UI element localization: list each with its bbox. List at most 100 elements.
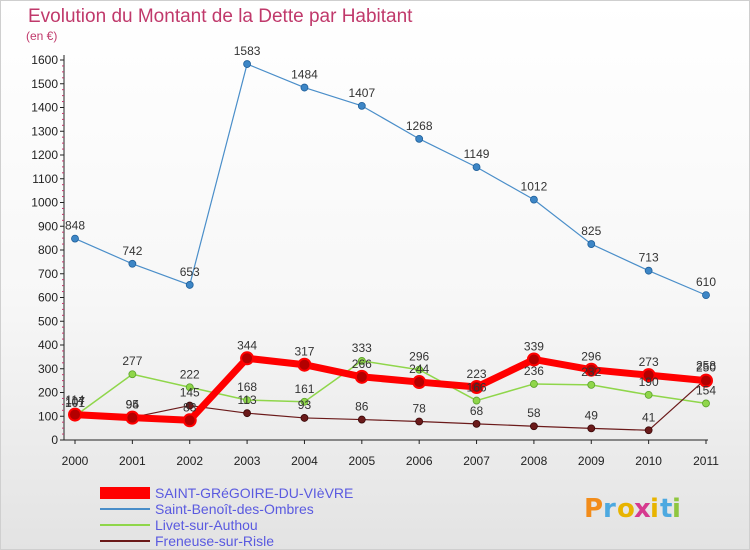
data-label: 41: [642, 410, 656, 424]
data-label: 95: [126, 397, 140, 411]
series-1-point: [300, 83, 309, 92]
series-3-point: [357, 415, 366, 424]
data-label: 296: [581, 350, 601, 364]
data-label: 258: [696, 359, 716, 373]
data-label: 1149: [464, 147, 490, 161]
data-label: 1583: [234, 44, 261, 58]
logo-letter: t: [660, 494, 672, 524]
data-label: 610: [696, 275, 716, 289]
data-label: 68: [470, 404, 484, 418]
x-tick-label: 2006: [406, 454, 433, 468]
unit-label: (en €): [26, 29, 57, 43]
legend-label: Saint-Benoît-des-Ombres: [155, 501, 314, 517]
axes: 0 100 200 300 400 500 600 700 800 900 1000 1100 1200…: [31, 53, 719, 468]
series-line-3: [74, 378, 707, 431]
data-label: 114: [65, 393, 84, 407]
series-3-point: [587, 424, 596, 433]
data-label: 145: [180, 386, 200, 400]
data-label: 1407: [348, 86, 375, 100]
series-1-point: [415, 134, 424, 143]
series-0-point: [182, 413, 197, 428]
data-label: 236: [524, 364, 544, 378]
series-2-point: [587, 380, 596, 389]
series-3-point: [644, 426, 653, 435]
series-2-point: [300, 397, 309, 406]
y-tick-label: 1400: [31, 101, 58, 115]
series-3-point: [185, 401, 194, 410]
series-2-point: [702, 399, 710, 408]
series-2-point: [128, 370, 137, 379]
series-3-point: [243, 409, 251, 418]
data-label: 83: [183, 400, 197, 414]
series-1-point: [71, 234, 79, 243]
data-label: 222: [180, 367, 200, 381]
data-label: 94: [126, 398, 140, 412]
y-tick-label: 0: [51, 433, 58, 447]
data-label: 266: [352, 357, 372, 371]
data-label: 825: [581, 224, 601, 238]
data-label: 166: [467, 381, 487, 395]
y-tick-label: 600: [38, 291, 58, 305]
x-tick-label: 2004: [291, 454, 318, 468]
series-line-2: [74, 360, 707, 417]
data-label: 49: [585, 408, 599, 422]
data-label: 1268: [406, 119, 433, 133]
series-0-point: [68, 407, 82, 422]
logo-letter: P: [584, 494, 603, 524]
data-label: 344: [237, 338, 257, 352]
series-1-point: [530, 195, 538, 204]
series-1-point: [185, 281, 194, 289]
y-tick-label: 200: [38, 386, 58, 400]
data-label: 273: [639, 355, 659, 369]
data-label: 93: [298, 398, 312, 412]
series-2-point: [472, 396, 481, 405]
data-label: 101: [65, 396, 85, 410]
data-label: 277: [122, 354, 142, 368]
y-tick-label: 800: [38, 243, 58, 257]
series-1-point: [357, 101, 366, 110]
series-0-point: [526, 352, 541, 367]
data-label: 168: [237, 380, 257, 394]
y-tick-label: 1200: [31, 148, 58, 162]
legend-label: Freneuse-sur-Risle: [155, 533, 274, 549]
series-0-point: [125, 410, 140, 425]
data-label: 223: [467, 367, 487, 381]
y-tick-label: 500: [38, 314, 58, 328]
data-label: 339: [524, 339, 544, 353]
series-line-1: [74, 63, 707, 296]
data-label: 250: [696, 361, 716, 375]
series-2-point: [243, 396, 251, 405]
y-tick-label: 300: [38, 362, 58, 376]
series-3-point: [415, 417, 424, 426]
series-1-point: [644, 266, 653, 275]
x-tick-label: 2007: [463, 454, 490, 468]
data-label: 317: [294, 345, 314, 359]
series-3-point: [530, 422, 538, 431]
x-tick-label: 2003: [234, 454, 261, 468]
data-label: 161: [294, 382, 314, 396]
series-2-point: [415, 365, 424, 374]
logo-letter: i: [650, 494, 659, 524]
series-layer: [68, 60, 713, 435]
series-1-point: [472, 163, 481, 172]
data-labels: 107 94 83 344 317 266 244 223 339 296 273 250 848 742…: [65, 44, 716, 424]
series-1-point: [243, 60, 251, 68]
series-2-point: [644, 390, 653, 399]
logo-letter: x: [634, 494, 651, 524]
data-label: 107: [65, 395, 85, 409]
logo-letter: i: [672, 494, 681, 524]
y-tick-label: 1000: [31, 196, 58, 210]
data-label: 848: [65, 219, 85, 233]
series-0-point: [641, 368, 656, 383]
series-3-point: [300, 414, 309, 422]
x-tick-label: 2009: [578, 454, 605, 468]
series-1-point: [702, 291, 710, 300]
data-label: 190: [639, 375, 659, 389]
series-line-0: [74, 354, 707, 424]
series-0-point: [469, 380, 484, 395]
x-tick-label: 2005: [348, 454, 375, 468]
y-tick-label: 100: [38, 409, 58, 423]
